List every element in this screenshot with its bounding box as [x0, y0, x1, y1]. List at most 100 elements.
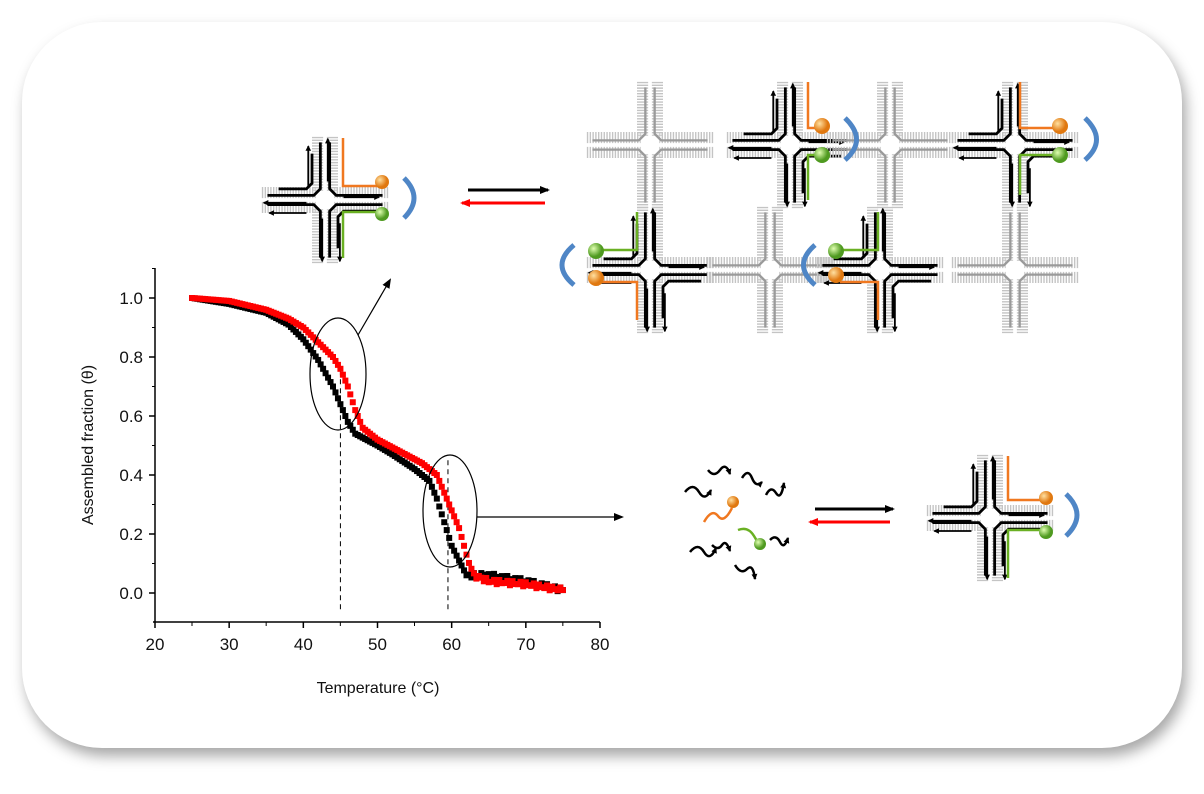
data-point-series-2: [470, 570, 477, 577]
data-point-series-2: [344, 383, 351, 390]
data-point-series-2: [465, 559, 472, 566]
data-point-series-2: [530, 580, 537, 587]
data-point-series-1: [310, 350, 317, 357]
data-point-series-1: [330, 383, 336, 390]
orange-fluorophore-icon: [727, 496, 739, 508]
data-point-series-1: [347, 422, 354, 429]
data-point-series-1: [441, 519, 448, 526]
data-point-series-1: [344, 418, 351, 425]
data-point-series-2: [493, 581, 500, 588]
y-tick-label: 0.4: [119, 466, 143, 485]
data-point-series-2: [436, 477, 443, 484]
data-point-series-1: [320, 365, 327, 372]
orange-fluorophore-icon: [1039, 491, 1053, 505]
data-point-series-2: [496, 577, 503, 584]
data-point-series-1: [504, 573, 511, 580]
data-point-series-1: [517, 575, 524, 582]
data-point-series-1: [300, 336, 307, 343]
data-point-series-1: [458, 562, 465, 569]
data-point-series-1: [332, 389, 339, 396]
data-point-series-1: [468, 574, 475, 581]
data-point-series-1: [433, 495, 440, 502]
data-point-series-2: [433, 472, 440, 478]
data-point-series-1: [485, 571, 492, 578]
data-point-series-2: [451, 513, 458, 520]
data-point-series-2: [478, 574, 485, 581]
green-fluorophore-icon: [1039, 525, 1053, 539]
data-point-series-2: [443, 495, 450, 502]
orange-fluorophore-icon: [375, 175, 389, 189]
data-point-series-2: [330, 354, 336, 360]
x-tick-label: 60: [442, 635, 461, 654]
data-point-series-2: [533, 585, 540, 592]
fret-arrow-icon: [801, 243, 817, 287]
data-point-series-1: [448, 542, 455, 549]
orange-fluorophore-icon: [814, 118, 830, 134]
data-point-series-2: [504, 577, 511, 584]
orange-fluorophore-icon: [588, 270, 604, 286]
orange-fluorophore-icon: [828, 267, 844, 283]
green-fluorophore-icon: [375, 207, 389, 221]
data-point-series-2: [438, 483, 445, 490]
data-point-series-1: [317, 361, 324, 368]
green-fluorophore-icon: [814, 147, 830, 163]
green-fluorophore-icon: [588, 243, 604, 259]
data-point-series-2: [559, 587, 566, 594]
fret-arrow-icon: [402, 176, 417, 220]
data-point-series-1: [438, 511, 445, 518]
data-point-series-1: [312, 353, 319, 360]
pointer-arrow-1: [357, 278, 392, 336]
data-point-series-1: [327, 379, 334, 386]
data-point-series-1: [453, 552, 460, 559]
data-point-series-1: [446, 534, 453, 541]
data-point-series-2: [337, 365, 344, 372]
data-point-series-1: [426, 477, 433, 484]
data-point-series-1: [349, 426, 356, 433]
data-point-series-2: [354, 413, 361, 419]
data-point-series-2: [357, 418, 364, 425]
data-point-series-1: [305, 343, 312, 350]
green-fluorophore-icon: [828, 243, 844, 259]
data-point-series-2: [441, 489, 448, 496]
data-point-series-1: [431, 489, 438, 496]
data-point-series-2: [448, 507, 455, 514]
data-point-series-1: [461, 567, 468, 574]
data-point-series-2: [461, 542, 468, 549]
data-point-series-2: [334, 361, 341, 368]
x-tick-label: 50: [368, 635, 387, 654]
data-point-series-2: [349, 399, 356, 406]
data-point-series-1: [315, 356, 322, 363]
data-point-series-2: [446, 501, 453, 508]
data-point-series-1: [498, 573, 505, 580]
fret-arrow-icon: [1083, 116, 1099, 162]
data-point-series-2: [339, 371, 346, 378]
y-axis-label: Assembled fraction (θ): [80, 365, 97, 525]
fret-arrow-icon: [559, 243, 576, 287]
tile-lattice: [559, 82, 1099, 333]
monomer-tile-bottom: [927, 455, 1080, 581]
data-point-series-1: [443, 527, 450, 534]
data-point-series-2: [483, 574, 490, 581]
data-point-series-1: [512, 575, 519, 582]
x-tick-label: 30: [220, 635, 239, 654]
data-point-series-1: [307, 346, 314, 353]
data-point-series-2: [332, 357, 339, 364]
fret-arrow-icon: [1064, 492, 1080, 538]
green-fluorophore-icon: [754, 538, 766, 550]
data-point-series-2: [352, 407, 359, 414]
y-tick-label: 0.0: [119, 584, 143, 603]
data-point-series-2: [453, 519, 460, 526]
data-point-series-2: [544, 582, 551, 589]
data-point-series-1: [325, 374, 332, 381]
x-tick-label: 80: [591, 635, 610, 654]
data-point-series-2: [520, 583, 527, 590]
data-point-series-1: [334, 395, 341, 402]
data-point-series-2: [458, 533, 465, 540]
y-tick-label: 0.2: [119, 525, 143, 544]
x-tick-label: 40: [294, 635, 313, 654]
data-point-series-2: [468, 565, 475, 572]
data-point-series-1: [322, 370, 329, 377]
data-point-series-1: [342, 413, 349, 419]
data-point-series-1: [491, 570, 498, 577]
